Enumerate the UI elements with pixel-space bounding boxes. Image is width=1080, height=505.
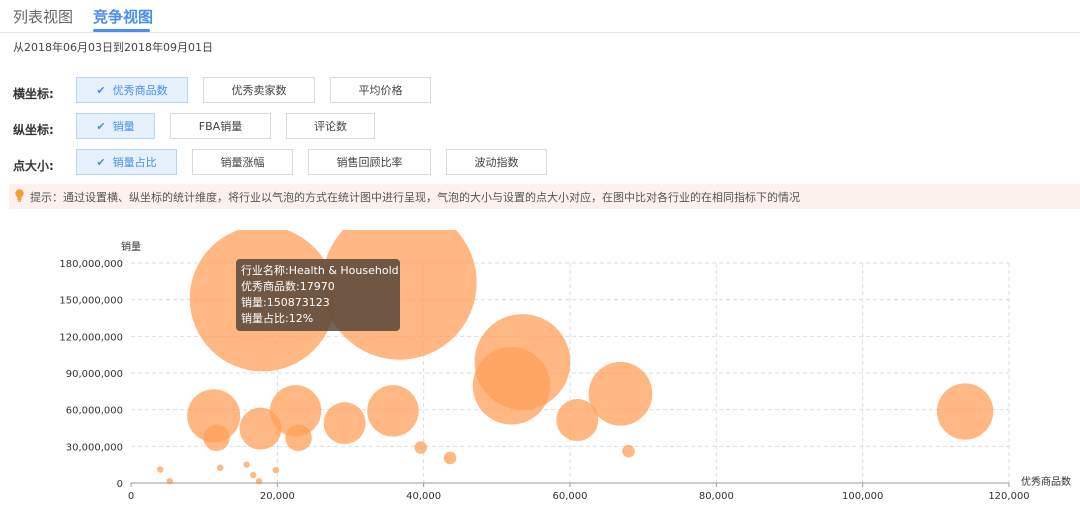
tooltip-products: 优秀商品数:17970 <box>241 280 335 293</box>
size-option-sales-growth[interactable]: 销量涨幅 <box>192 149 293 175</box>
option-label: 销量 <box>112 120 135 133</box>
y-tick-label: 90,000,000 <box>66 369 123 380</box>
hint-text: 提示：通过设置横、纵坐标的统计维度，将行业以气泡的方式在统计图中进行呈现，气泡的… <box>30 190 800 204</box>
x-tick-label: 120,000 <box>988 491 1029 502</box>
bubble-point[interactable] <box>367 385 419 437</box>
y-axis-label: 纵坐标: <box>13 123 54 137</box>
bubble-point[interactable] <box>323 402 366 445</box>
x-tick-label: 40,000 <box>406 491 441 502</box>
size-option-review-ratio[interactable]: 销售回顾比率 <box>308 149 431 175</box>
x-option-excellent-products[interactable]: ✔ 优秀商品数 <box>76 77 188 103</box>
bubble-point[interactable] <box>936 383 994 440</box>
size-option-volatility[interactable]: 波动指数 <box>446 149 547 175</box>
y-tick-label: 180,000,000 <box>59 259 123 270</box>
tab-competition-view[interactable]: 竞争视图 <box>93 8 154 26</box>
bubble-point[interactable] <box>285 424 312 452</box>
y-option-reviews[interactable]: 评论数 <box>286 113 375 139</box>
x-tick-label: 20,000 <box>260 491 295 502</box>
bubble-point[interactable] <box>269 385 322 437</box>
check-icon: ✔ <box>96 83 106 97</box>
bubble-point[interactable] <box>249 471 257 479</box>
bubble-point[interactable] <box>217 464 224 471</box>
y-axis-title: 销量 <box>121 240 141 253</box>
bubble-point[interactable] <box>556 399 599 442</box>
x-tick-label: 0 <box>128 491 134 502</box>
bubble-point[interactable] <box>272 466 280 474</box>
tooltip-industry: 行业名称:Health & Household <box>241 264 399 277</box>
y-tick-label: 0 <box>117 479 123 490</box>
y-tick-label: 30,000,000 <box>66 442 123 453</box>
x-tick-label: 60,000 <box>553 491 588 502</box>
bubble-point[interactable] <box>414 441 428 454</box>
y-tick-label: 60,000,000 <box>66 406 123 417</box>
bubble-point[interactable] <box>157 466 164 473</box>
bubble-point[interactable] <box>239 407 282 450</box>
check-icon: ✔ <box>96 155 106 169</box>
tab-list-view[interactable]: 列表视图 <box>13 8 74 26</box>
active-tab-indicator <box>93 29 150 32</box>
bubble-point[interactable] <box>203 424 230 452</box>
x-tick-label: 80,000 <box>699 491 734 502</box>
x-tick-label: 100,000 <box>842 491 883 502</box>
x-option-average-price[interactable]: 平均价格 <box>330 77 431 103</box>
chart-tooltip: 行业名称:Health & Household 优秀商品数:17970 销量:1… <box>236 259 400 331</box>
check-icon: ✔ <box>96 119 106 133</box>
y-tick-label: 120,000,000 <box>59 332 123 343</box>
bubble-point[interactable] <box>472 347 551 425</box>
size-option-sales-share[interactable]: ✔ 销量占比 <box>76 149 177 175</box>
y-tick-label: 150,000,000 <box>59 296 123 307</box>
view-tabs: 列表视图 竞争视图 <box>0 0 1080 33</box>
x-option-excellent-sellers[interactable]: 优秀卖家数 <box>203 77 315 103</box>
bubble-point[interactable] <box>243 461 250 468</box>
bubble-point[interactable] <box>622 444 635 458</box>
tooltip-sales: 销量:150873123 <box>241 296 330 309</box>
hint-bar: 提示：通过设置横、纵坐标的统计维度，将行业以气泡的方式在统计图中进行呈现，气泡的… <box>9 184 1080 209</box>
option-label: 优秀商品数 <box>112 84 168 97</box>
bubble-chart: 销量 优秀商品数 0 30,000,000 60,000,000 90,000,000… <box>59 230 1071 502</box>
x-axis-title: 优秀商品数 <box>1021 475 1071 488</box>
lightbulb-icon <box>15 188 24 205</box>
y-option-sales[interactable]: ✔ 销量 <box>76 113 155 139</box>
y-option-fba-sales[interactable]: FBA销量 <box>170 113 271 139</box>
date-range-text: 从2018年06月03日到2018年09月01日 <box>13 41 213 54</box>
option-label: 销量占比 <box>112 156 157 169</box>
bubble-point[interactable] <box>187 389 241 443</box>
x-axis-label: 横坐标: <box>13 87 54 101</box>
tooltip-share: 销量占比:12% <box>241 312 314 325</box>
size-label: 点大小: <box>13 159 54 173</box>
bubble-point[interactable] <box>588 361 653 426</box>
bubble-point[interactable] <box>443 451 457 465</box>
